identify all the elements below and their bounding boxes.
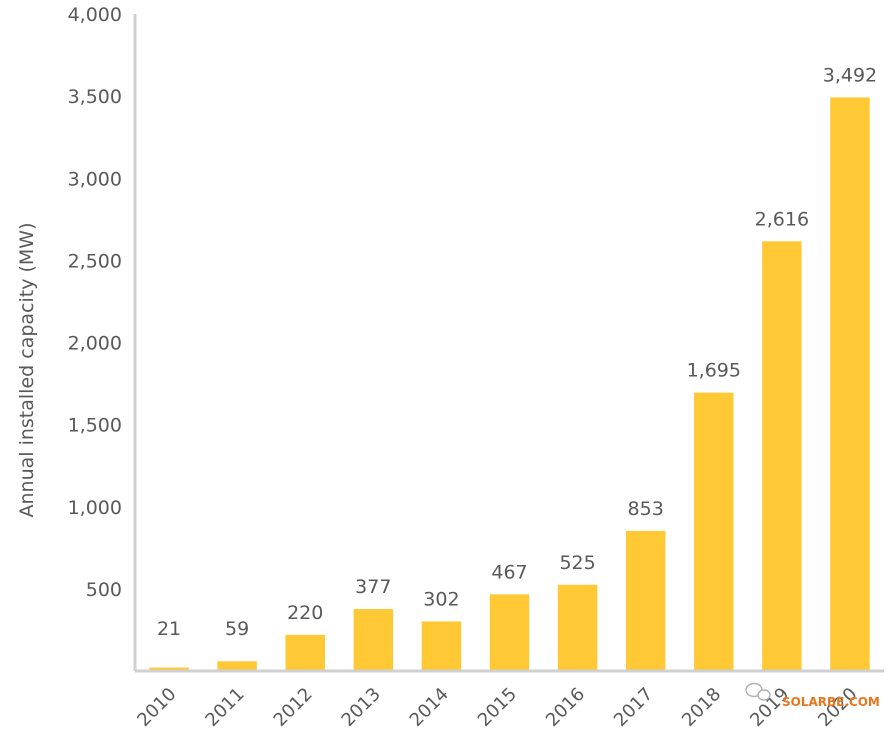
watermark: SOLARBE.COM	[745, 682, 880, 709]
bar-2018	[694, 392, 734, 670]
value-label-2011: 59	[225, 618, 249, 640]
y-tick-label: 2,500	[68, 250, 122, 272]
value-label-2018: 1,695	[687, 360, 741, 382]
value-label-2019: 2,616	[755, 208, 809, 230]
bar-2011	[217, 661, 257, 670]
bar-2019	[762, 241, 802, 670]
value-labels: 21 59 220 377 302 467 525 853 1,695 2,616 3,492	[157, 64, 877, 640]
bar-2013	[353, 609, 394, 670]
x-tick-label: 2016	[542, 684, 589, 731]
bar-2014	[421, 621, 462, 670]
value-label-2013: 377	[355, 576, 391, 598]
bar-2020	[830, 97, 870, 670]
y-axis-title: Annual installed capacity (MW)	[16, 222, 38, 517]
y-tick-label: 1,500	[68, 415, 122, 437]
x-axis-labels: 2010 2011 2012 2013 2014 2015 2016 2017 2018 2019…	[133, 684, 861, 731]
bar-2015	[489, 594, 530, 670]
bar-2012	[285, 634, 325, 670]
y-axis-ticks: 500 1,000 1,500 2,000 2,500 3,000 3,500 4,000	[68, 4, 122, 601]
wechat-icon	[745, 682, 771, 701]
x-tick-label: 2015	[474, 684, 521, 731]
value-label-2015: 467	[491, 561, 527, 583]
value-label-2014: 302	[423, 588, 459, 610]
value-label-2016: 525	[559, 552, 595, 574]
x-tick-label: 2017	[610, 684, 657, 731]
watermark-text: SOLARBE.COM	[782, 695, 880, 709]
bar-2010	[149, 667, 189, 670]
value-label-2010: 21	[157, 618, 181, 640]
value-label-2020: 3,492	[823, 64, 877, 86]
y-tick-label: 1,000	[68, 497, 122, 519]
value-label-2012: 220	[287, 602, 323, 624]
y-tick-label: 3,000	[68, 168, 122, 190]
x-tick-label: 2011	[201, 684, 248, 731]
y-tick-label: 500	[86, 579, 122, 601]
bars	[149, 97, 870, 670]
x-tick-label: 2014	[406, 684, 453, 731]
x-tick-label: 2013	[338, 684, 385, 731]
bar-2017	[625, 530, 666, 670]
y-tick-label: 2,000	[68, 333, 122, 355]
y-tick-label: 4,000	[68, 4, 122, 26]
value-label-2017: 853	[628, 498, 664, 520]
y-tick-label: 3,500	[68, 86, 122, 108]
x-tick-label: 2010	[133, 684, 180, 731]
x-tick-label: 2012	[270, 684, 317, 731]
bar-2016	[557, 584, 598, 670]
x-tick-label: 2018	[678, 684, 725, 731]
